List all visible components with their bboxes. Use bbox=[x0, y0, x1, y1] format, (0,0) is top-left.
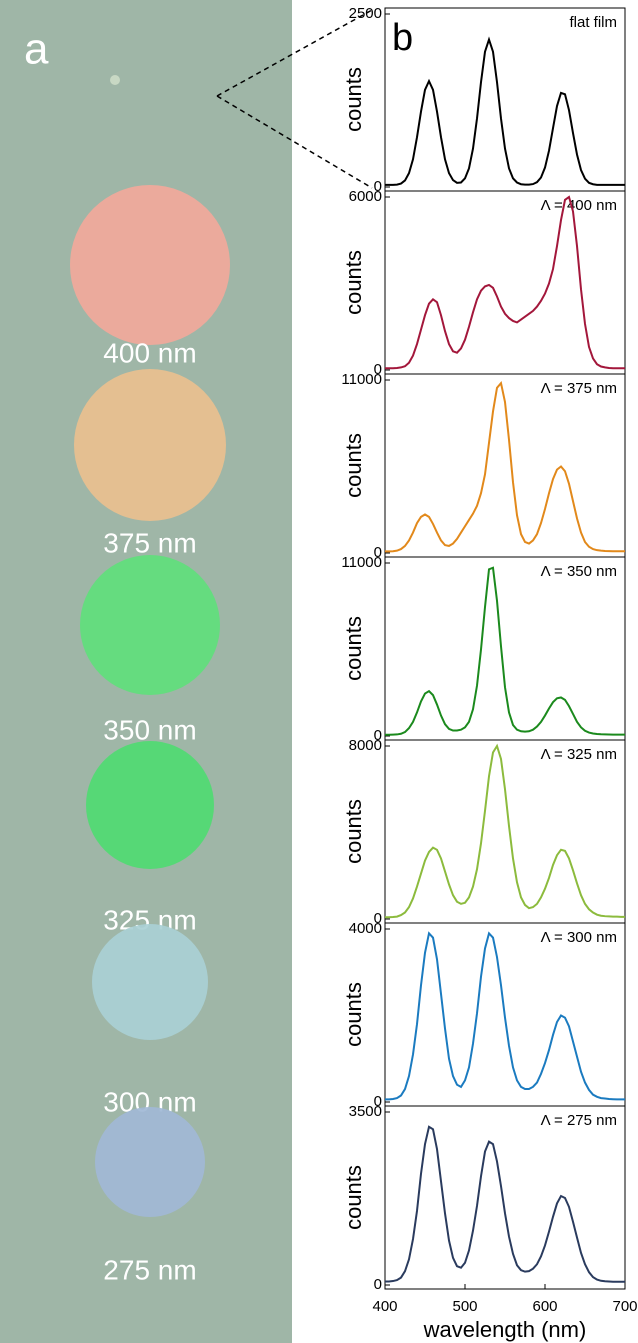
spot bbox=[74, 369, 226, 521]
spot bbox=[86, 741, 214, 869]
x-tick-label: 700 bbox=[612, 1298, 637, 1315]
y-tick-label: 4000 bbox=[349, 920, 382, 937]
y-tick-label: 0 bbox=[374, 1093, 382, 1110]
spectrum-line bbox=[385, 195, 625, 370]
y-axis-label: counts bbox=[341, 1165, 366, 1230]
panel-a-label: a bbox=[24, 25, 49, 74]
x-axis-label: wavelength (nm) bbox=[423, 1317, 587, 1342]
y-axis-label: counts bbox=[341, 433, 366, 498]
x-tick-label: 500 bbox=[452, 1298, 477, 1315]
axes-frame bbox=[384, 739, 626, 924]
dust-speck bbox=[110, 75, 120, 85]
y-axis-label: counts bbox=[341, 67, 366, 132]
y-tick-label: 0 bbox=[374, 1276, 382, 1293]
spot bbox=[95, 1107, 205, 1217]
spectrum-line bbox=[385, 566, 625, 736]
spot bbox=[92, 924, 208, 1040]
axes-frame bbox=[384, 1105, 626, 1290]
zoom-line bbox=[216, 9, 373, 97]
spot-label: 350 nm bbox=[103, 714, 196, 745]
annotation: Λ = 400 nm bbox=[541, 197, 617, 214]
axes-frame bbox=[384, 556, 626, 741]
axes-frame bbox=[384, 7, 626, 192]
y-tick-label: 0 bbox=[374, 544, 382, 561]
y-axis-label: counts bbox=[341, 982, 366, 1047]
y-tick-label: 11000 bbox=[341, 371, 382, 388]
y-tick-label: 3500 bbox=[349, 1103, 382, 1120]
spectrum-line bbox=[385, 1125, 625, 1283]
x-tick-label: 400 bbox=[372, 1298, 397, 1315]
annotation: Λ = 350 nm bbox=[541, 563, 617, 580]
spot-label: 275 nm bbox=[103, 1254, 196, 1285]
panel-b-label: b bbox=[392, 17, 413, 59]
annotation: flat film bbox=[569, 14, 617, 31]
zoom-line bbox=[216, 95, 373, 189]
annotation: Λ = 300 nm bbox=[541, 929, 617, 946]
spot bbox=[70, 185, 230, 345]
spectrum-line bbox=[385, 36, 625, 186]
y-tick-label: 2500 bbox=[349, 5, 382, 22]
spot bbox=[80, 555, 220, 695]
spectrum-line bbox=[385, 931, 625, 1101]
y-tick-label: 0 bbox=[374, 910, 382, 927]
y-axis-label: counts bbox=[341, 616, 366, 681]
y-axis-label: counts bbox=[341, 250, 366, 315]
spot-label: 375 nm bbox=[103, 527, 196, 558]
spot-label: 400 nm bbox=[103, 337, 196, 368]
y-tick-label: 0 bbox=[374, 178, 382, 195]
annotation: Λ = 375 nm bbox=[541, 380, 617, 397]
y-axis-label: counts bbox=[341, 799, 366, 864]
y-tick-label: 0 bbox=[374, 361, 382, 378]
y-tick-label: 6000 bbox=[349, 188, 382, 205]
spectrum-line bbox=[385, 380, 625, 553]
spectrum-line bbox=[385, 743, 625, 919]
y-tick-label: 11000 bbox=[341, 554, 382, 571]
x-tick-label: 600 bbox=[532, 1298, 557, 1315]
y-tick-label: 0 bbox=[374, 727, 382, 744]
annotation: Λ = 275 nm bbox=[541, 1112, 617, 1129]
y-tick-label: 8000 bbox=[349, 737, 382, 754]
annotation: Λ = 325 nm bbox=[541, 746, 617, 763]
